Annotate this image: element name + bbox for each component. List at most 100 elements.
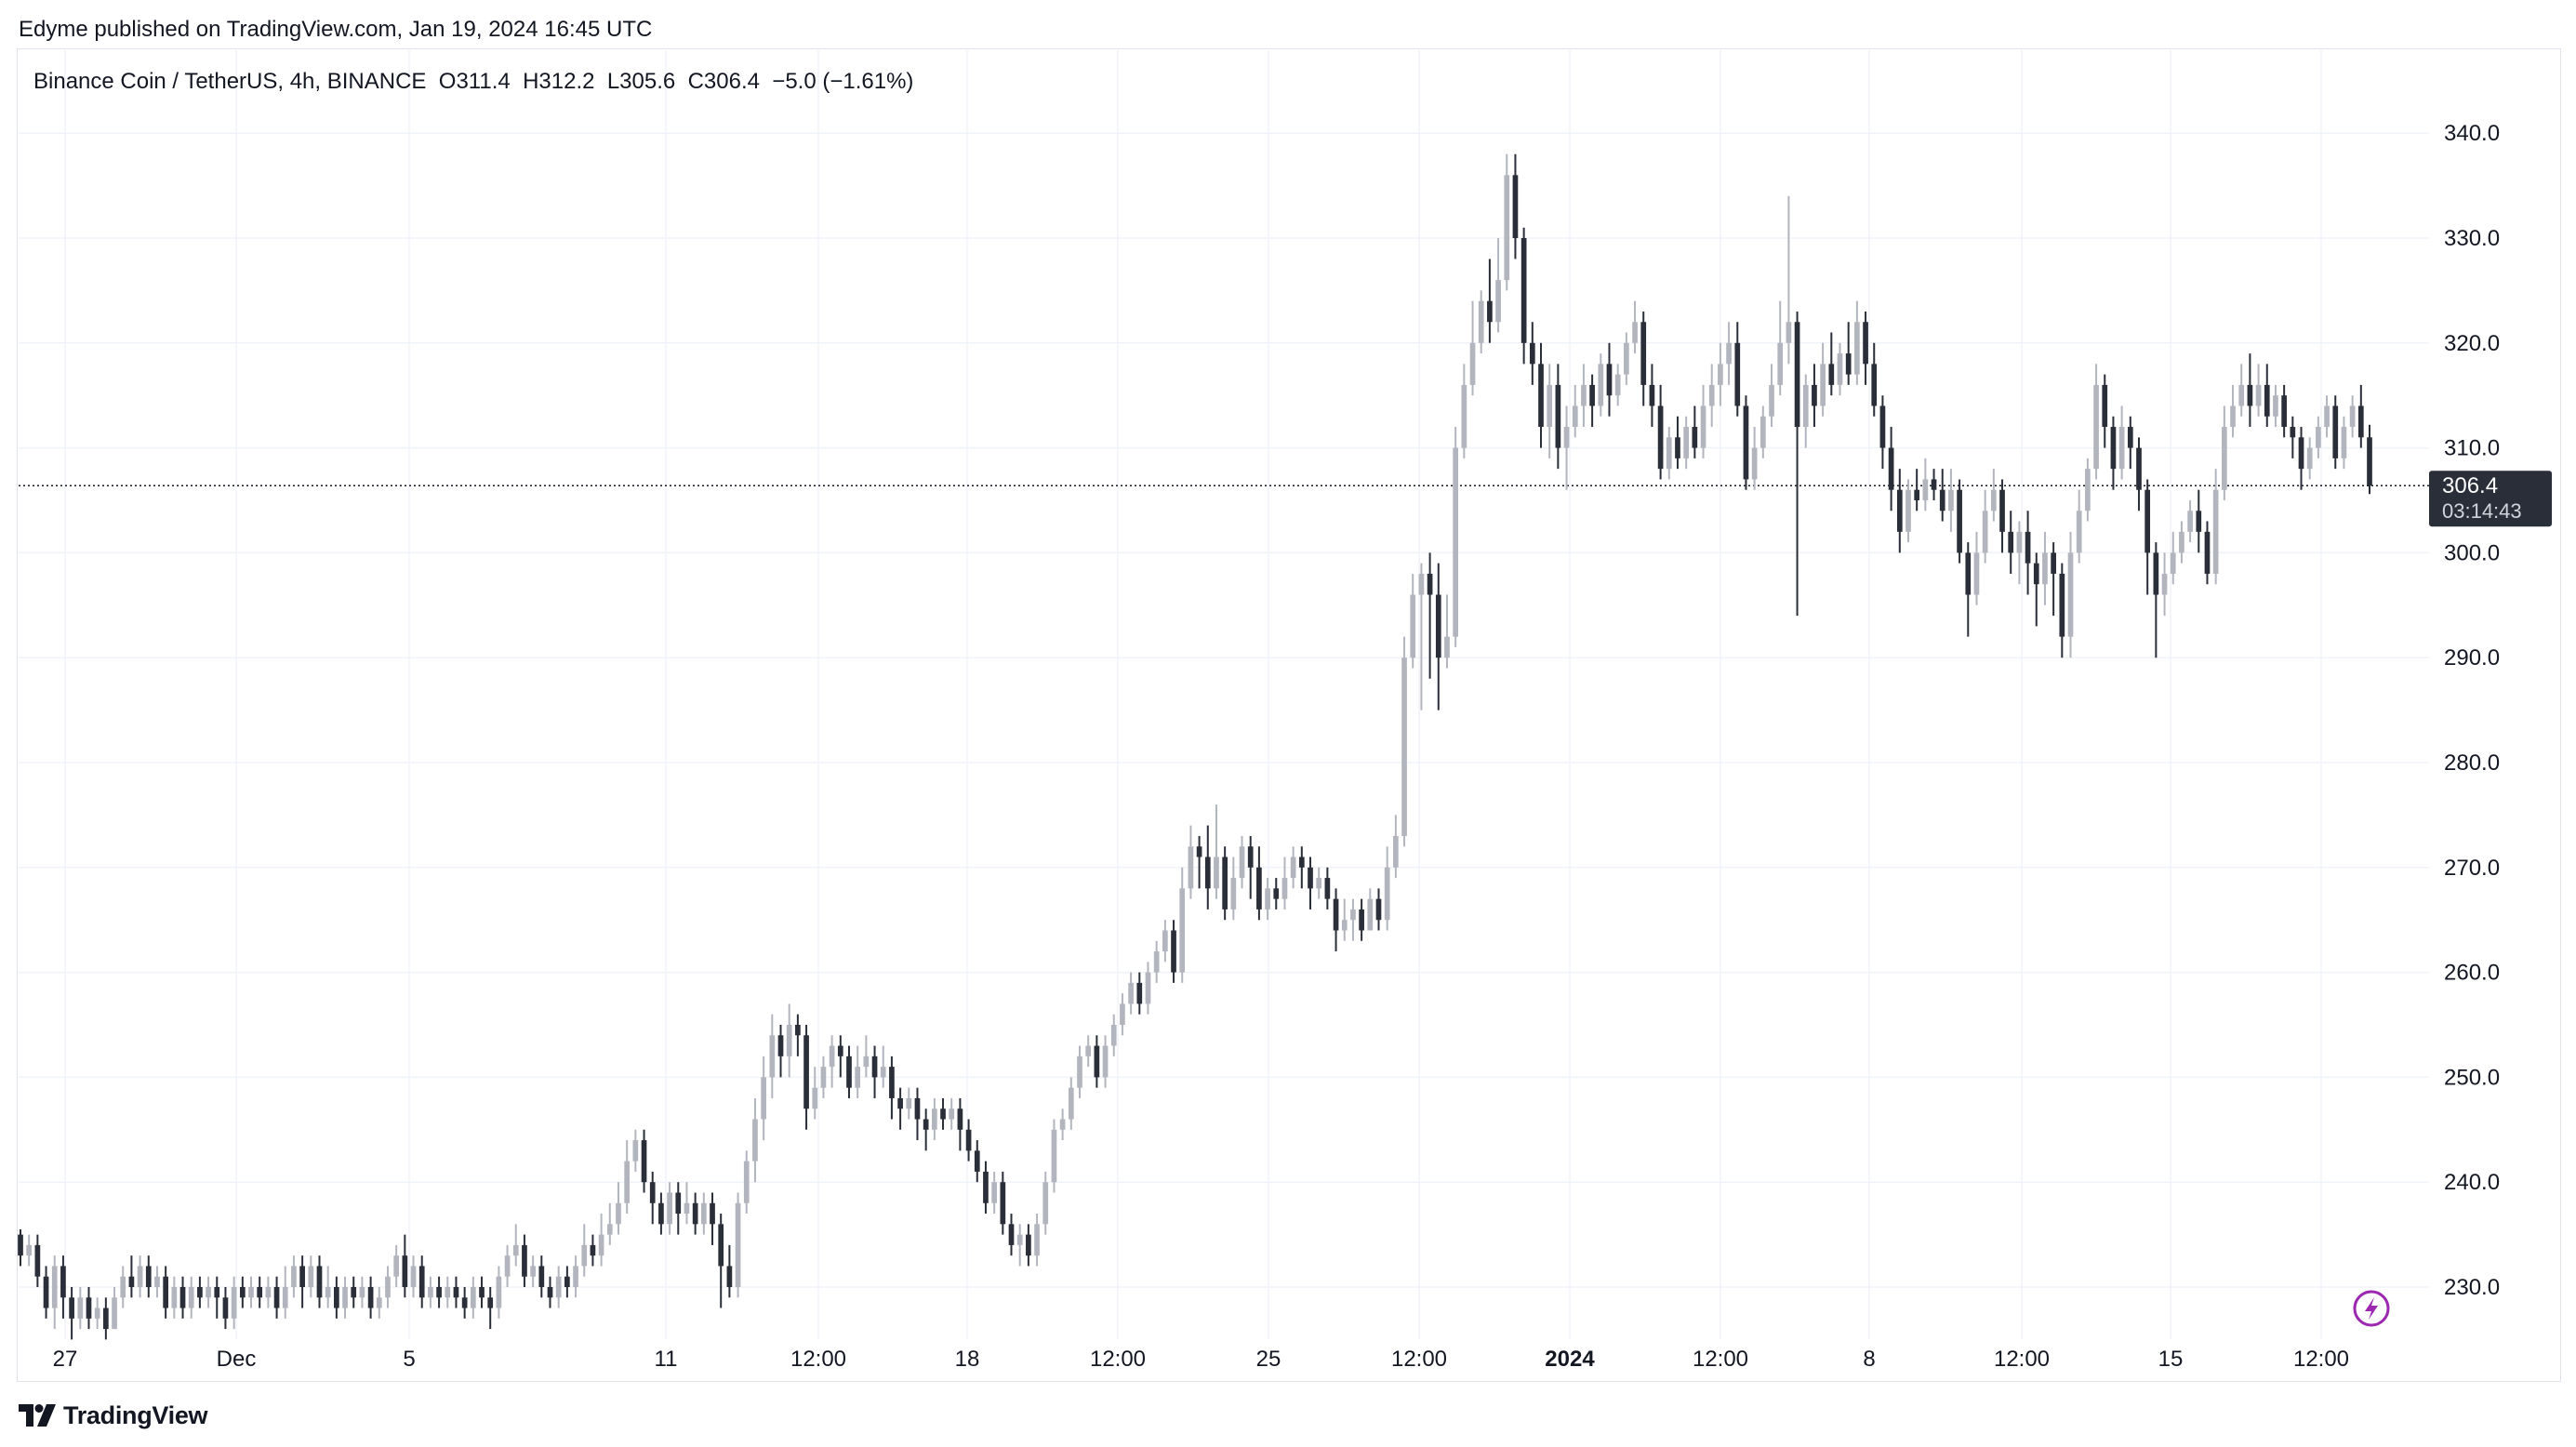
- candle-body: [1683, 427, 1690, 458]
- candle: [1375, 888, 1382, 931]
- candle-body: [2332, 405, 2339, 458]
- candle: [1153, 940, 1160, 983]
- candle-body: [2051, 552, 2056, 574]
- bolt-icon[interactable]: [2353, 1290, 2390, 1327]
- candle-body: [658, 1202, 664, 1225]
- candle: [1666, 427, 1672, 480]
- x-tick-label: 12:00: [790, 1347, 846, 1372]
- candle-body: [1939, 489, 1945, 511]
- candle-body: [1487, 300, 1493, 323]
- candle: [735, 1192, 741, 1298]
- candle: [1281, 856, 1288, 909]
- candle: [2204, 521, 2211, 585]
- candle: [1461, 364, 1467, 458]
- candle: [367, 1276, 374, 1319]
- candle: [1350, 898, 1356, 941]
- candle: [530, 1255, 536, 1287]
- x-tick-label: 15: [2158, 1347, 2184, 1372]
- candle-body: [914, 1097, 921, 1120]
- candle: [957, 1097, 963, 1151]
- candle-body: [1990, 489, 1997, 511]
- candle-body: [1171, 930, 1176, 973]
- candle-body: [923, 1119, 929, 1130]
- candle: [522, 1234, 527, 1287]
- candle-body: [2367, 437, 2372, 486]
- candle-body: [120, 1276, 126, 1298]
- candle-body: [461, 1297, 468, 1308]
- candle-body: [316, 1266, 323, 1298]
- candle: [1965, 542, 1972, 637]
- candle-body: [957, 1108, 963, 1130]
- candle: [316, 1255, 323, 1308]
- candle-body: [248, 1287, 254, 1298]
- candle: [667, 1182, 672, 1235]
- candle: [1333, 888, 1339, 952]
- candle: [479, 1276, 485, 1308]
- candle: [1700, 384, 1706, 458]
- candle: [2306, 437, 2313, 480]
- candle-body: [1153, 951, 1160, 973]
- candle-body: [1879, 405, 1886, 448]
- candle: [2067, 531, 2074, 658]
- candle-body: [949, 1108, 955, 1120]
- candle: [231, 1276, 237, 1330]
- candle-body: [803, 1035, 809, 1109]
- candle: [624, 1140, 631, 1215]
- candle: [632, 1129, 639, 1172]
- tradingview-logo[interactable]: TradingView: [19, 1399, 208, 1432]
- candle: [1034, 1214, 1040, 1267]
- candle-body: [239, 1287, 246, 1298]
- candle-body: [94, 1308, 100, 1319]
- x-axis: 27 Dec 5 11 12:00 18 12:00 25 12:00 2024 12:00 8 12:…: [53, 1347, 2349, 1372]
- candle-body: [1802, 384, 1809, 428]
- candle: [1802, 374, 1809, 448]
- candle-body: [2093, 384, 2099, 470]
- candle-body: [1128, 982, 1134, 1004]
- candle: [1401, 636, 1407, 847]
- candle-body: [1606, 364, 1613, 396]
- y-tick-label: 290.0: [2444, 645, 2500, 670]
- candle-body: [1341, 920, 1348, 931]
- candle: [846, 1045, 852, 1098]
- candle: [1786, 195, 1792, 365]
- candle-body: [1547, 384, 1553, 428]
- candle-body: [1957, 489, 1962, 553]
- candle-body: [1256, 867, 1262, 909]
- candle: [1427, 552, 1433, 679]
- candle: [965, 1119, 972, 1162]
- candle: [2110, 416, 2117, 490]
- candle-body: [2033, 563, 2039, 585]
- candle-body: [1598, 364, 1604, 406]
- candle: [376, 1287, 382, 1319]
- y-tick-label: 260.0: [2444, 961, 2500, 986]
- candle-body: [2247, 384, 2253, 406]
- candle-body: [1265, 888, 1270, 909]
- x-tick-label: 11: [655, 1347, 678, 1372]
- candle-body: [1812, 384, 1817, 406]
- candle: [410, 1255, 417, 1298]
- candle-body: [871, 1055, 878, 1078]
- candle: [1982, 489, 1988, 564]
- candle: [2179, 521, 2184, 564]
- candle: [2136, 437, 2142, 511]
- tradingview-wordmark: TradingView: [63, 1401, 208, 1429]
- candle-body: [1324, 878, 1331, 899]
- candle: [829, 1035, 835, 1088]
- candle-body: [1281, 878, 1288, 899]
- candle-body: [342, 1287, 348, 1308]
- candle-body: [86, 1297, 92, 1319]
- candle: [1068, 1077, 1074, 1130]
- candle-body: [940, 1108, 946, 1120]
- candle-body: [2281, 395, 2287, 428]
- candle: [812, 1067, 818, 1120]
- candle: [1888, 427, 1894, 511]
- candle: [2196, 489, 2202, 553]
- symbol-name[interactable]: Binance Coin / TetherUS, 4h, BINANCE: [33, 69, 427, 94]
- candle-body: [2212, 489, 2219, 574]
- candle-body: [496, 1276, 502, 1308]
- y-tick-label: 330.0: [2444, 226, 2500, 251]
- candle: [214, 1276, 220, 1319]
- candle-body: [1162, 930, 1168, 952]
- candle-body: [846, 1055, 852, 1088]
